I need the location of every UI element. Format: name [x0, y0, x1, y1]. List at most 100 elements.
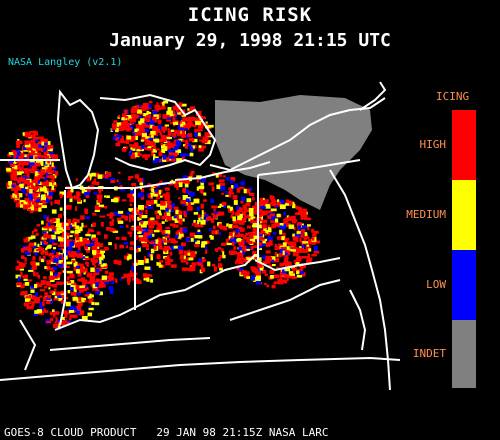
icing-pixel: [218, 183, 224, 186]
icing-pixel: [92, 180, 95, 183]
icing-pixel: [163, 126, 168, 131]
icing-pixel: [204, 139, 211, 145]
legend-indet-label: INDET: [412, 347, 446, 360]
icing-pixel: [28, 248, 31, 253]
icing-pixel: [187, 125, 191, 129]
icing-pixel: [289, 200, 293, 206]
icing-pixel: [198, 262, 203, 266]
icing-pixel: [152, 117, 158, 123]
icing-pixel: [152, 148, 157, 153]
icing-pixel: [257, 224, 262, 229]
icing-pixel: [191, 107, 195, 110]
icing-pixel: [137, 177, 143, 183]
icing-pixel: [297, 206, 301, 210]
icing-pixel: [75, 265, 81, 269]
icing-pixel: [201, 192, 204, 195]
icing-pixel: [99, 253, 102, 258]
icing-pixel: [42, 138, 48, 143]
icing-pixel: [245, 271, 250, 277]
icing-pixel: [128, 254, 132, 260]
icing-pixel: [37, 152, 40, 156]
icing-pixel: [35, 183, 42, 185]
indiana-north: [65, 181, 176, 189]
icing-pixel: [233, 200, 238, 205]
icing-pixel: [184, 267, 190, 271]
icing-pixel: [81, 255, 86, 258]
icing-pixel: [253, 270, 257, 274]
icing-pixel: [52, 283, 57, 288]
icing-pixel: [127, 231, 133, 235]
icing-pixel: [34, 196, 37, 201]
icing-pixel: [20, 177, 25, 182]
icing-pixel: [109, 221, 114, 226]
icing-pixel: [75, 245, 81, 248]
icing-pixel: [239, 239, 243, 243]
icing-pixel: [281, 224, 287, 228]
icing-pixel: [292, 236, 299, 241]
icing-pixel: [134, 174, 140, 179]
icing-pixel: [189, 251, 196, 257]
icing-pixel: [47, 145, 54, 148]
icing-pixel: [208, 124, 214, 128]
icing-pixel: [258, 257, 262, 262]
icing-pixel: [128, 208, 133, 211]
icing-pixel: [31, 301, 35, 307]
icing-pixel: [131, 183, 137, 187]
icing-pixel: [112, 230, 119, 233]
icing-pixel: [198, 129, 203, 132]
icing-pixel: [47, 222, 51, 226]
icing-pixel: [239, 269, 242, 273]
icing-pixel: [258, 244, 262, 249]
icing-pixel: [15, 140, 22, 144]
icing-pixel: [173, 239, 177, 244]
icing-pixel: [15, 192, 19, 196]
icing-pixel: [29, 189, 33, 194]
icing-pixel: [69, 196, 76, 199]
icing-pixel: [24, 282, 30, 286]
icing-pixel: [198, 217, 203, 222]
icing-pixel: [187, 108, 190, 111]
icing-pixel: [169, 251, 173, 256]
icing-pixel: [39, 295, 43, 298]
icing-pixel: [46, 146, 51, 150]
icing-pixel: [86, 273, 93, 278]
icing-pixel: [231, 185, 234, 189]
icing-pixel: [242, 250, 246, 254]
icing-pixel: [198, 214, 201, 218]
icing-pixel: [231, 236, 234, 240]
icing-pixel: [254, 254, 258, 257]
icing-pixel: [172, 224, 179, 228]
icing-pixel: [148, 101, 153, 104]
icing-pixel: [158, 190, 162, 195]
icing-pixel: [51, 209, 57, 214]
icing-pixel: [288, 224, 295, 229]
icing-pixel: [129, 233, 132, 237]
icing-pixel: [105, 174, 109, 179]
icing-pixel: [33, 202, 37, 207]
icing-pixel: [288, 271, 294, 274]
icing-pixel: [127, 280, 130, 286]
icing-pixel: [11, 184, 16, 188]
icing-pixel: [235, 261, 238, 265]
icing-pixel: [158, 152, 163, 157]
icing-pixel: [271, 256, 276, 261]
icing-pixel: [300, 272, 306, 277]
icing-pixel: [16, 143, 20, 148]
icing-pixel: [220, 248, 224, 253]
icing-pixel: [22, 190, 26, 194]
footer-caption: GOES-8 CLOUD PRODUCT 29 JAN 98 21:15Z NA…: [4, 426, 329, 439]
icing-pixel: [131, 113, 137, 118]
icing-pixel: [145, 136, 151, 139]
legend-title: ICING: [436, 90, 470, 103]
icing-pixel: [85, 257, 90, 261]
icing-pixel: [172, 152, 178, 155]
icing-pixel: [304, 232, 308, 236]
icing-pixel: [271, 215, 277, 219]
icing-pixel: [213, 211, 219, 214]
icing-pixel: [250, 216, 256, 219]
icing-pixel: [237, 230, 240, 236]
icing-pixel: [163, 100, 169, 104]
icing-pixel: [313, 250, 320, 254]
icing-pixel: [82, 281, 86, 287]
icing-pixel: [241, 254, 244, 259]
